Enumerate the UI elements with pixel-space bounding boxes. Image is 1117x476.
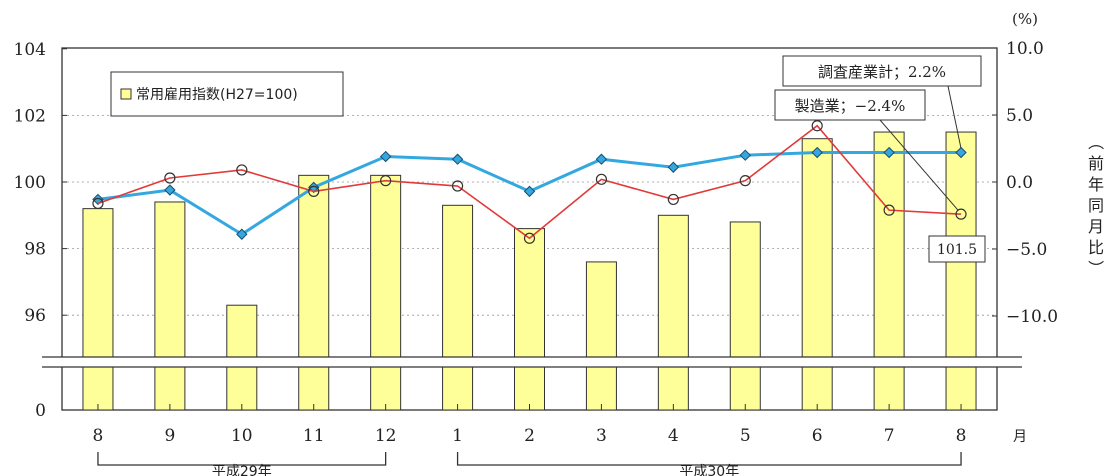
right-axis-label-char: 同 bbox=[1088, 196, 1104, 215]
right-axis-label-char: （ bbox=[1086, 134, 1105, 150]
bar bbox=[729, 221, 761, 411]
left-tick-label: 0 bbox=[35, 401, 46, 421]
bar bbox=[873, 131, 905, 411]
right-tick-label: 5.0 bbox=[1006, 106, 1033, 126]
right-axis-unit: (%) bbox=[1012, 10, 1038, 28]
left-tick-label: 104 bbox=[14, 40, 46, 60]
series-point bbox=[451, 180, 464, 192]
axis-break-band bbox=[42, 357, 1022, 367]
x-tick-label: 8 bbox=[956, 426, 967, 446]
annotation-box bbox=[928, 235, 986, 263]
series-point bbox=[379, 150, 392, 163]
x-tick-label: 6 bbox=[812, 426, 823, 446]
right-tick-label: 10.0 bbox=[1006, 39, 1044, 59]
right-axis-label-char: 前 bbox=[1088, 154, 1104, 173]
right-tick-label: −5.0 bbox=[1006, 240, 1047, 260]
series-point bbox=[955, 208, 967, 220]
annotation-leader bbox=[947, 85, 962, 149]
series-point bbox=[380, 175, 392, 187]
series-point bbox=[451, 153, 464, 165]
series-point bbox=[811, 146, 823, 159]
year-bracket bbox=[97, 452, 387, 466]
x-tick-label: 10 bbox=[231, 426, 253, 446]
series-point bbox=[236, 228, 248, 240]
bar bbox=[585, 261, 617, 411]
series-point bbox=[308, 185, 320, 197]
series-point bbox=[236, 164, 248, 176]
series-point bbox=[883, 204, 895, 216]
year-bracket bbox=[456, 452, 962, 466]
annotation-box bbox=[774, 89, 926, 121]
bar bbox=[298, 174, 330, 411]
annotation-leader bbox=[879, 119, 959, 211]
annotation-label: 101.5 bbox=[937, 242, 977, 258]
left-tick-label: 100 bbox=[14, 173, 46, 193]
bar bbox=[945, 131, 977, 411]
bar bbox=[514, 228, 545, 411]
series-point bbox=[92, 197, 104, 210]
legend-box bbox=[110, 71, 344, 117]
series-point bbox=[595, 173, 608, 185]
legend-label: 常用雇用指数(H27=100) bbox=[136, 86, 298, 103]
x-tick-label: 11 bbox=[303, 426, 325, 446]
series-point bbox=[667, 193, 679, 206]
bar bbox=[370, 174, 402, 411]
bar bbox=[82, 208, 114, 411]
x-tick-label: 9 bbox=[164, 426, 175, 446]
series-line bbox=[97, 124, 962, 240]
right-axis-label-char: 年 bbox=[1088, 175, 1104, 194]
left-tick-label: 98 bbox=[24, 240, 46, 260]
year-label: 平成30年 bbox=[679, 464, 739, 476]
series-point bbox=[523, 232, 536, 244]
x-tick-label: 12 bbox=[375, 426, 397, 446]
series-point bbox=[667, 161, 680, 173]
x-tick-label: 3 bbox=[596, 426, 607, 446]
right-axis-label-char: 比 bbox=[1088, 238, 1104, 257]
annotation-box bbox=[782, 55, 982, 87]
x-tick-label: 2 bbox=[524, 426, 535, 446]
series-point bbox=[811, 120, 823, 132]
x-tick-label: 4 bbox=[668, 426, 679, 446]
series-point bbox=[955, 146, 967, 159]
annotation-label: 調査産業計；2.2% bbox=[818, 63, 946, 81]
left-tick-label: 102 bbox=[14, 106, 46, 126]
series-point bbox=[523, 185, 536, 198]
bar bbox=[442, 204, 474, 411]
x-tick-label: 5 bbox=[740, 426, 751, 446]
series-point bbox=[739, 175, 751, 187]
left-tick-label: 96 bbox=[24, 306, 46, 326]
x-tick-label: 7 bbox=[884, 426, 895, 446]
x-unit-label: 月 bbox=[1013, 429, 1027, 445]
bar bbox=[801, 138, 833, 411]
right-axis-label-char: ） bbox=[1086, 260, 1105, 276]
year-label: 平成29年 bbox=[212, 464, 272, 476]
series-point bbox=[164, 172, 176, 184]
series-point bbox=[595, 153, 608, 165]
right-tick-label: 0.0 bbox=[1006, 173, 1033, 193]
bar bbox=[657, 214, 689, 411]
legend-swatch bbox=[120, 88, 132, 100]
x-tick-label: 8 bbox=[93, 426, 104, 446]
series-point bbox=[883, 146, 895, 159]
series-point bbox=[739, 149, 751, 161]
bar bbox=[154, 201, 186, 411]
annotation-label: 製造業；−2.4% bbox=[795, 97, 906, 115]
right-tick-label: −10.0 bbox=[1006, 307, 1058, 327]
series-point bbox=[92, 193, 104, 206]
series-point bbox=[164, 184, 176, 196]
right-axis-label-char: 月 bbox=[1088, 217, 1104, 236]
x-tick-label: 1 bbox=[452, 426, 463, 446]
